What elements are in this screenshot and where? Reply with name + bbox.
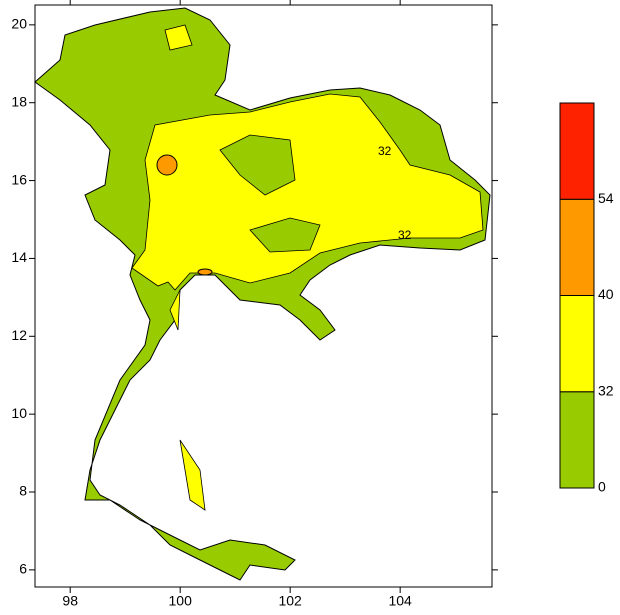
y-tick-label: 12 [11,327,27,343]
legend-swatch [559,295,595,393]
yellow-patch [179,439,206,511]
legend-swatch [559,391,595,489]
y-tick-label: 14 [11,249,27,265]
x-tick-label: 102 [278,593,302,609]
x-tick-label: 98 [62,593,78,609]
green-patch [249,217,321,253]
y-tick-label: 8 [19,483,27,499]
y-tick-label: 16 [11,171,27,187]
y-tick-label: 20 [11,16,27,32]
x-tick-label: 100 [169,593,193,609]
legend-label: 54 [598,190,614,206]
y-tick-label: 6 [19,561,27,577]
plot-frame [34,4,493,588]
legend-label: 0 [598,479,606,495]
orange-spot [156,154,178,176]
legend-label: 40 [598,286,614,302]
legend-swatch [559,102,595,200]
country-shape [34,7,491,581]
contour-label: 32 [398,228,412,242]
green-patch [219,134,296,196]
y-tick-label: 18 [11,93,27,109]
legend-label: 32 [598,382,614,398]
y-tick-label: 10 [11,405,27,421]
yellow-patch [169,289,181,331]
contour-label: 32 [378,144,392,158]
x-tick-label: 104 [388,593,412,609]
orange-spot [197,268,213,276]
yellow-patch [164,24,193,51]
legend-swatch [559,198,595,296]
land [34,7,491,581]
